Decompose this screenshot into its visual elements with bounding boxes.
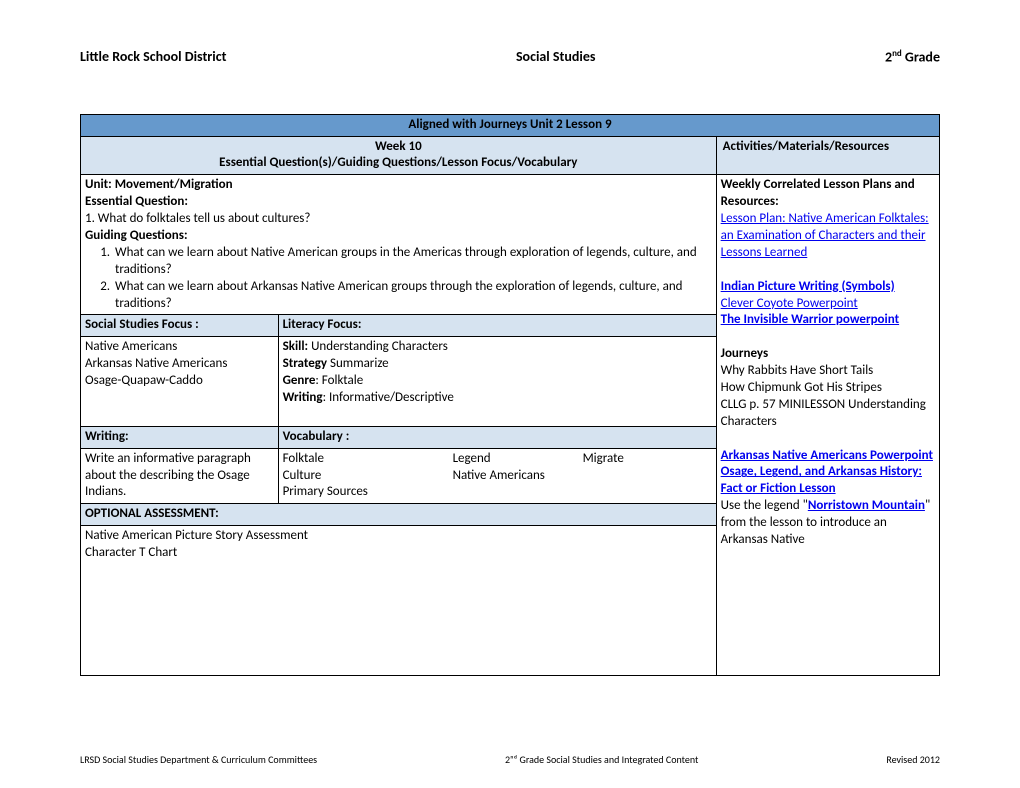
gq-item: What can we learn about Arkansas Native … — [113, 279, 712, 313]
header-left: Little Rock School District — [80, 48, 226, 66]
journeys-label: Journeys — [721, 346, 769, 361]
resource-link-ark-na[interactable]: Arkansas Native Americans Powerpoint — [721, 448, 933, 463]
resource-link-picture-writing[interactable]: Indian Picture Writing (Symbols) — [721, 279, 895, 294]
subheader-right: Activities/Materials/Resources — [716, 136, 939, 175]
footer-center: 2ⁿᵈ Grade Social Studies and Integrated … — [505, 753, 698, 766]
subheader-row: Week 10 Essential Question(s)/Guiding Qu… — [81, 136, 940, 175]
page-footer: LRSD Social Studies Department & Curricu… — [80, 753, 940, 766]
journeys-item: CLLG p. 57 MINILESSON Understanding Char… — [721, 397, 926, 429]
writing-head: Writing: — [81, 426, 279, 448]
assessment-body: Native American Picture Story Assessment… — [81, 526, 717, 676]
journeys-item: How Chipmunk Got His Stripes — [721, 380, 882, 395]
gq-item: What can we learn about Native American … — [113, 245, 712, 279]
lesson-table: Aligned with Journeys Unit 2 Lesson 9 We… — [80, 114, 940, 677]
title-row: Aligned with Journeys Unit 2 Lesson 9 — [81, 114, 940, 136]
table-title: Aligned with Journeys Unit 2 Lesson 9 — [81, 114, 940, 136]
resources-cell: Weekly Correlated Lesson Plans and Resou… — [716, 175, 939, 676]
resources-head: Weekly Correlated Lesson Plans and Resou… — [721, 177, 915, 209]
resource-link-coyote[interactable]: Clever Coyote Powerpoint — [721, 296, 858, 311]
vocab-body: FolktaleLegendMigrate CultureNative Amer… — [278, 448, 716, 504]
header-right: 2nd Grade — [885, 48, 940, 66]
gq-label: Guiding Questions: — [85, 228, 188, 243]
assessment-head: OPTIONAL ASSESSMENT: — [81, 504, 717, 526]
vocab-head: Vocabulary : — [278, 426, 716, 448]
eq-text: 1. What do folktales tell us about cultu… — [85, 211, 310, 226]
subheader-left: Week 10 Essential Question(s)/Guiding Qu… — [81, 136, 717, 175]
journeys-item: Why Rabbits Have Short Tails — [721, 363, 874, 378]
resource-link-lesson-plan[interactable]: Lesson Plan: Native American Folktales: … — [721, 211, 929, 260]
page-header: Little Rock School District Social Studi… — [80, 48, 940, 66]
eq-label: Essential Question: — [85, 194, 188, 209]
use-text: Use the legend "Norristown Mountain" fro… — [721, 498, 931, 547]
lit-focus-body: Skill: Understanding Characters Strategy… — [278, 337, 716, 426]
ss-focus-head: Social Studies Focus : — [81, 315, 279, 337]
resource-link-osage[interactable]: Osage, Legend, and Arkansas History: Fac… — [721, 464, 922, 496]
lit-focus-head: Literacy Focus: — [278, 315, 716, 337]
writing-body: Write an informative paragraph about the… — [81, 448, 279, 504]
unit-label: Unit: Movement/Migration — [85, 177, 233, 192]
resource-link-invisible-warrior[interactable]: The Invisible Warrior powerpoint — [721, 312, 899, 327]
unit-cell: Unit: Movement/Migration Essential Quest… — [81, 175, 717, 315]
footer-left: LRSD Social Studies Department & Curricu… — [80, 753, 317, 766]
ss-focus-body: Native Americans Arkansas Native America… — [81, 337, 279, 426]
header-center: Social Studies — [516, 48, 596, 66]
gq-list: What can we learn about Native American … — [85, 245, 712, 313]
footer-right: Revised 2012 — [886, 753, 940, 766]
